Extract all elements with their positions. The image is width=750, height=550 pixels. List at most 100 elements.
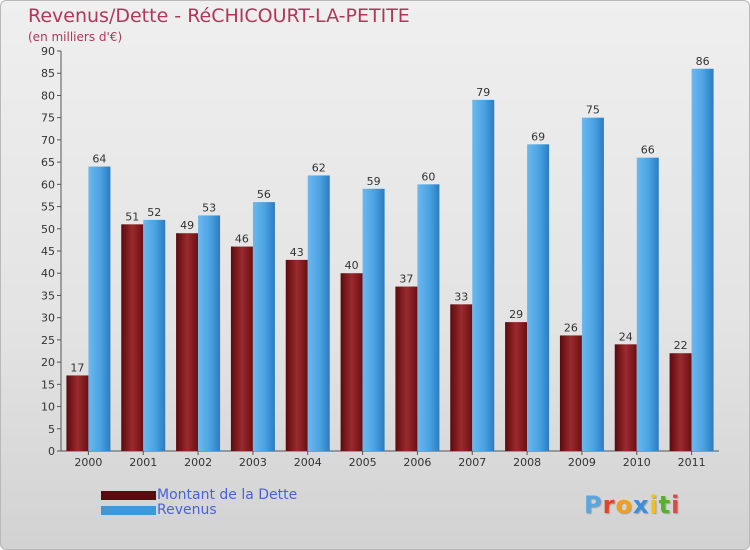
data-label-dette-2002: 49 (180, 219, 194, 232)
y-tick-label: 35 (41, 289, 55, 302)
data-label-revenus-2007: 79 (476, 86, 490, 99)
bar-revenus-2001 (143, 219, 166, 451)
chart-subtitle: (en milliers d'€) (28, 30, 123, 44)
data-label-dette-2004: 43 (290, 246, 304, 259)
bar-revenus-2005 (362, 188, 385, 451)
bar-dette-2005 (340, 273, 363, 451)
y-tick-label: 65 (41, 156, 55, 169)
y-tick-label: 10 (41, 401, 55, 414)
logo-letter: x (632, 491, 650, 519)
bar-revenus-2000 (88, 166, 111, 452)
data-label-revenus-2010: 66 (641, 144, 655, 157)
y-tick-label: 85 (41, 67, 55, 80)
x-tick-label-2000: 2000 (74, 456, 102, 469)
x-tick-label-2005: 2005 (349, 456, 377, 469)
logo-letter: i (671, 491, 681, 519)
data-label-revenus-2004: 62 (312, 161, 326, 174)
x-tick-label-2007: 2007 (458, 456, 486, 469)
bar-dette-2004 (285, 259, 308, 451)
legend-label-revenus: Revenus (157, 502, 217, 518)
bar-revenus-2010 (636, 157, 659, 451)
data-label-revenus-2005: 59 (367, 175, 381, 188)
x-tick-label-2010: 2010 (623, 456, 651, 469)
x-tick-label-2003: 2003 (239, 456, 267, 469)
y-tick-label: 40 (41, 267, 55, 280)
logo-letter: o (615, 491, 633, 519)
x-tick-label-2009: 2009 (568, 456, 596, 469)
data-label-dette-2007: 33 (454, 290, 468, 303)
y-tick-label: 25 (41, 334, 55, 347)
data-label-revenus-2003: 56 (257, 188, 271, 201)
bar-dette-2000 (66, 375, 89, 451)
bar-revenus-2011 (691, 68, 714, 452)
logo-letter: t (658, 491, 672, 519)
bar-dette-2007 (450, 304, 473, 451)
legend-label-dette: Montant de la Dette (157, 487, 298, 503)
chart-axes: 0 5 10 15 20 25 30 35 40 45 50 55 60 65 70 75 80 85 90 2000… (41, 45, 719, 469)
y-tick-label: 80 (41, 89, 55, 102)
chart-data-labels: 17 64 51 52 49 53 46 56 43 62 40 59 37 60 33 79 29 69 26 75… (70, 55, 709, 375)
data-label-dette-2009: 26 (564, 321, 578, 334)
data-label-revenus-2006: 60 (421, 170, 435, 183)
bar-dette-2003 (230, 246, 253, 451)
y-tick-label: 70 (41, 134, 55, 147)
legend-swatch-revenus (101, 505, 156, 515)
x-tick-label-2004: 2004 (294, 456, 322, 469)
y-tick-label: 50 (41, 223, 55, 236)
proxiti-logo: Proxiti (584, 491, 680, 519)
y-tick-label: 90 (41, 45, 55, 58)
chart-bars (66, 68, 714, 452)
y-tick-label: 45 (41, 245, 55, 258)
data-label-dette-2000: 17 (70, 361, 84, 374)
bar-revenus-2009 (581, 117, 604, 452)
y-tick-label: 20 (41, 356, 55, 369)
x-tick-label-2001: 2001 (129, 456, 157, 469)
bar-dette-2008 (505, 322, 528, 451)
legend-item-dette: Montant de la Dette (101, 487, 298, 503)
bar-revenus-2007 (472, 99, 495, 451)
bar-revenus-2006 (417, 184, 440, 452)
x-tick-label-2006: 2006 (403, 456, 431, 469)
logo-letter: r (602, 491, 616, 519)
data-label-dette-2005: 40 (345, 259, 359, 272)
y-tick-label: 55 (41, 201, 55, 214)
data-label-revenus-2009: 75 (586, 104, 600, 117)
bar-dette-2006 (395, 286, 418, 451)
y-tick-label: 60 (41, 178, 55, 191)
data-label-dette-2010: 24 (619, 330, 633, 343)
bar-revenus-2004 (307, 175, 330, 451)
data-label-dette-2001: 51 (125, 210, 139, 223)
y-tick-label: 30 (41, 312, 55, 325)
y-tick-label: 75 (41, 112, 55, 125)
legend-swatch-dette (101, 490, 156, 500)
data-label-dette-2011: 22 (674, 339, 688, 352)
bar-dette-2009 (559, 335, 582, 451)
logo-letter: P (584, 491, 603, 519)
bar-dette-2011 (669, 353, 692, 451)
chart-title: Revenus/Dette - RéCHICOURT-LA-PETITE (28, 5, 410, 27)
bar-dette-2010 (614, 344, 637, 451)
x-tick-label-2011: 2011 (678, 456, 706, 469)
bar-revenus-2008 (527, 144, 550, 452)
logo-letter: i (649, 491, 659, 519)
bar-dette-2002 (176, 233, 199, 451)
legend-item-revenus: Revenus (101, 502, 217, 518)
y-tick-label: 5 (48, 423, 55, 436)
data-label-revenus-2001: 52 (147, 206, 161, 219)
data-label-revenus-2011: 86 (696, 55, 710, 68)
x-tick-label-2002: 2002 (184, 456, 212, 469)
data-label-dette-2006: 37 (399, 273, 413, 286)
data-label-revenus-2000: 64 (92, 153, 106, 166)
data-label-dette-2008: 29 (509, 308, 523, 321)
x-tick-label-2008: 2008 (513, 456, 541, 469)
y-tick-label: 0 (48, 445, 55, 458)
data-label-revenus-2008: 69 (531, 130, 545, 143)
bar-revenus-2003 (252, 202, 275, 451)
data-label-revenus-2002: 53 (202, 201, 216, 214)
bar-dette-2001 (121, 224, 144, 451)
y-tick-label: 15 (41, 378, 55, 391)
bar-revenus-2002 (198, 215, 221, 451)
data-label-dette-2003: 46 (235, 233, 249, 246)
